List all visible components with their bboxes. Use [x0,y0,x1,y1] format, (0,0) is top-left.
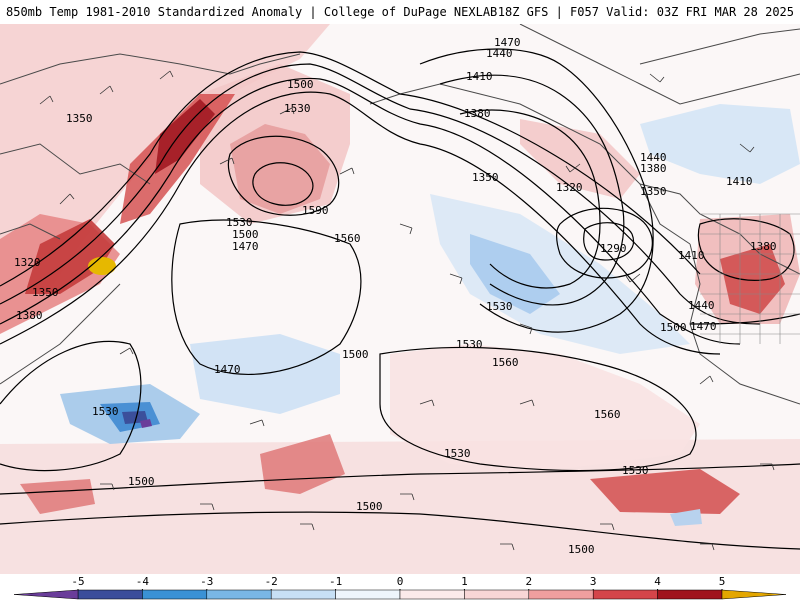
height-contours [0,48,800,550]
coastlines [0,24,800,405]
anomaly-colorbar: -5 -4 -3 -2 -1 0 1 2 3 4 5 [13,575,787,600]
colorbar-tick-label: -2 [265,575,278,588]
contour-label-1320-low: 1320 [556,181,583,194]
contour-label-1500-ridge: 1500 [287,78,314,91]
contour-label-1350-west: 1350 [32,286,59,299]
contour-label-1560-central: 1560 [492,356,519,369]
valid-time: 18Z GFS | F057 Valid: 03Z FRI MAR 28 202… [497,5,794,19]
contour-label-1560-ridge: 1560 [334,232,361,245]
colorbar-swatch [464,589,530,600]
contour-label-1530-southwest: 1530 [444,447,471,460]
contour-label-1350-mid: 1350 [472,171,499,184]
contour-label-1470-rockies: 1470 [690,320,717,333]
map-title: 850mb Temp 1981-2010 Standardized Anomal… [6,5,498,19]
contour-label-1290-low: 1290 [600,242,627,255]
colorbar-tick-label: 4 [654,575,661,588]
state-borders [700,213,800,344]
contour-label-1530-ridge: 1530 [284,102,311,115]
colorbar-swatch [399,589,465,600]
colorbar-tick-label: 3 [590,575,597,588]
colorbar-swatch [335,589,401,600]
colorbar-tick-label: -5 [71,575,84,588]
colorbar-tick-label: -3 [200,575,213,588]
contour-label-1440-east: 1440 [640,151,667,164]
colorbar-tick-label: 1 [461,575,468,588]
contour-label-1530-cold: 1530 [92,405,119,418]
contour-label-1590-high: 1590 [302,204,329,217]
contour-label-1470-west: 1470 [232,240,259,253]
contour-label-1500-coast: 1500 [660,321,687,334]
max-anomaly-cell [88,257,116,275]
colorbar-swatch [528,589,594,600]
contour-label-1530-southeast: 1530 [622,464,649,477]
colorbar-swatch [657,589,723,600]
contour-label-1530-west: 1530 [226,216,253,229]
contour-label-1440-north: 1440 [486,47,513,60]
colorbar-tick-label: 0 [397,575,404,588]
contour-label-1500-southeast: 1500 [568,543,595,556]
contour-label-1350-east: 1350 [640,185,667,198]
colorbar-swatch [592,589,658,600]
contour-label-1410-east: 1410 [726,175,753,188]
contour-label-1470-north: 1470 [494,36,521,49]
colorbar-swatch [142,589,208,600]
contour-label-1470-central: 1470 [214,363,241,376]
map-canvas: 1470 1440 1410 1380 1350 1320 1290 1440 … [0,24,800,574]
colorbar-swatches [13,589,787,600]
wind-barbs [39,70,775,551]
colorbar-tick-label: 5 [719,575,726,588]
colorbar-swatch [77,589,143,600]
contour-label-1530-gulf: 1530 [486,300,513,313]
contour-label-1380-west: 1380 [16,309,43,322]
contour-label-1440-rockies: 1440 [688,299,715,312]
colorbar-tick-label: -1 [329,575,342,588]
colorbar-tick-label: -4 [136,575,150,588]
contour-label-1560-south: 1560 [594,408,621,421]
contour-label-1500-west: 1500 [232,228,259,241]
cold-anomaly-shading [60,104,800,526]
contour-label-1350-northwest: 1350 [66,112,93,125]
contour-label-1500-south: 1500 [356,500,383,513]
colorbar-min-arrow [13,589,79,600]
contour-label-1530-central: 1530 [456,338,483,351]
contour-label-1320-west: 1320 [14,256,41,269]
contour-label-1410-north: 1410 [466,70,493,83]
contour-label-1380-north: 1380 [464,107,491,120]
colorbar-swatch [206,589,272,600]
map-header: 850mb Temp 1981-2010 Standardized Anomal… [0,0,800,24]
contour-label-1500-south-west: 1500 [128,475,155,488]
contour-label-1500-central: 1500 [342,348,369,361]
contour-label-1410-rockies: 1410 [678,249,705,262]
contour-label-1380-rockies: 1380 [750,240,777,253]
contour-label-1380-east: 1380 [640,162,667,175]
contour-labels: 1470 1440 1410 1380 1350 1320 1290 1440 … [14,36,777,556]
warm-anomaly-shading [0,24,800,574]
colorbar-tick-label: 2 [525,575,532,588]
colorbar-swatch [270,589,336,600]
colorbar-max-arrow [721,589,787,600]
